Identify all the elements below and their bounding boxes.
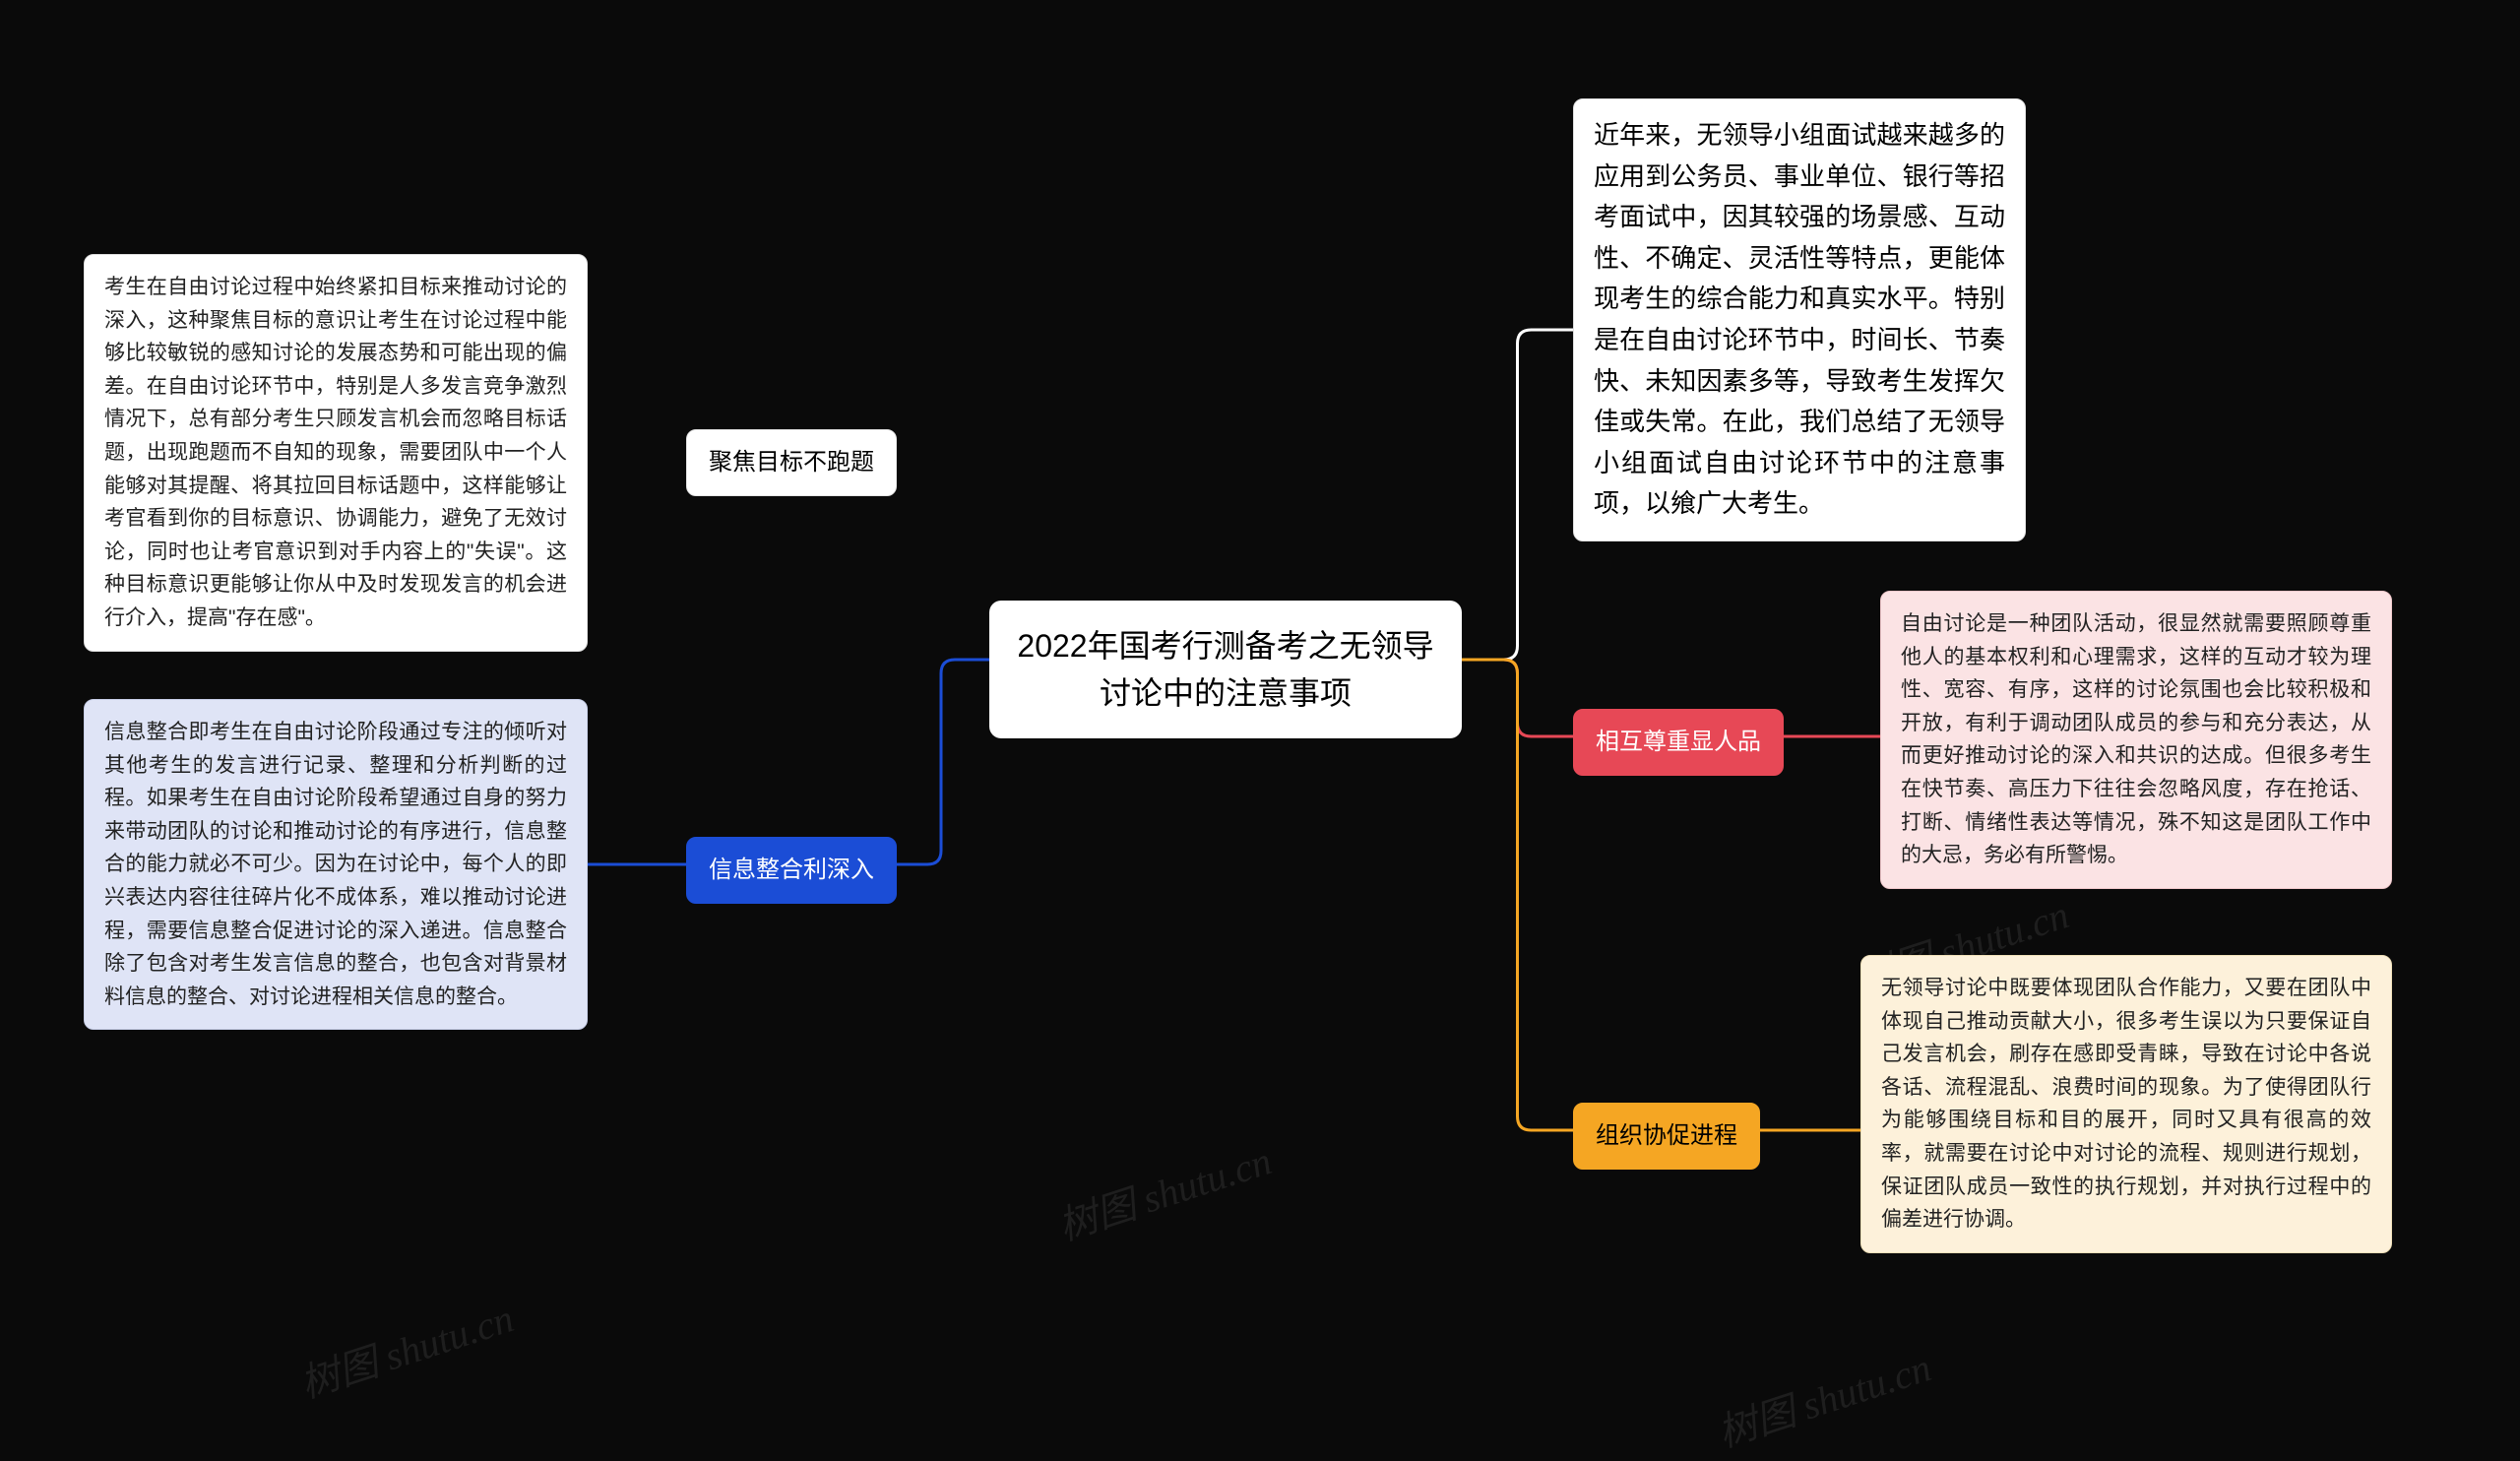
center-node: 2022年国考行测备考之无领导讨论中的注意事项 — [989, 601, 1462, 738]
leaf-node: 考生在自由讨论过程中始终紧扣目标来推动讨论的深入，这种聚焦目标的意识让考生在讨论… — [84, 254, 588, 652]
branch-node: 聚焦目标不跑题 — [686, 429, 897, 496]
branch-node: 相互尊重显人品 — [1573, 709, 1784, 776]
leaf-node: 近年来，无领导小组面试越来越多的应用到公务员、事业单位、银行等招考面试中，因其较… — [1573, 98, 2026, 541]
watermark: 树图 shutu.cn — [292, 1287, 520, 1410]
leaf-node: 无领导讨论中既要体现团队合作能力，又要在团队中体现自己推动贡献大小，很多考生误以… — [1860, 955, 2392, 1253]
watermark: 树图 shutu.cn — [1710, 1336, 1937, 1459]
branch-node: 组织协促进程 — [1573, 1103, 1760, 1170]
branch-node: 信息整合利深入 — [686, 837, 897, 904]
leaf-node: 信息整合即考生在自由讨论阶段通过专注的倾听对其他考生的发言进行记录、整理和分析判… — [84, 699, 588, 1030]
leaf-node: 自由讨论是一种团队活动，很显然就需要照顾尊重他人的基本权利和心理需求，这样的互动… — [1880, 591, 2392, 889]
watermark: 树图 shutu.cn — [1050, 1129, 1278, 1252]
